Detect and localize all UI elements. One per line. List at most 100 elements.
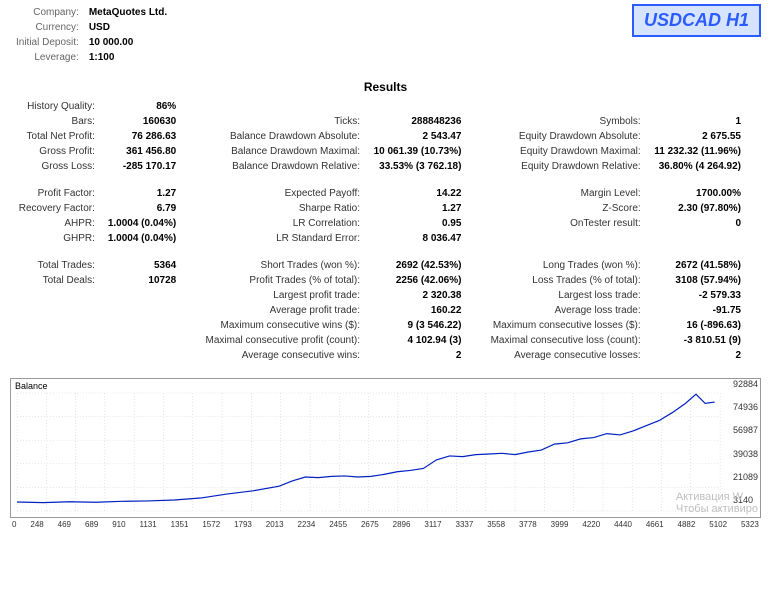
result-value: 6.79	[101, 202, 194, 215]
result-label: Expected Payoff:	[196, 187, 364, 200]
result-label: Maximal consecutive profit (count):	[196, 334, 364, 347]
watermark: Активация W Чтобы активиро	[676, 491, 758, 515]
x-tick: 3337	[456, 520, 474, 529]
result-label: Loss Trades (% of total):	[481, 274, 644, 287]
result-label: Total Trades:	[12, 259, 99, 272]
result-value: 2	[647, 349, 759, 362]
x-tick: 0	[12, 520, 16, 529]
result-label: Maximum consecutive wins ($):	[196, 319, 364, 332]
x-tick: 3778	[519, 520, 537, 529]
x-tick: 469	[58, 520, 71, 529]
result-value: -285 170.17	[101, 160, 194, 173]
x-tick: 5323	[741, 520, 759, 529]
result-value	[647, 100, 759, 113]
result-label: Gross Profit:	[12, 145, 99, 158]
result-value	[101, 289, 194, 302]
result-value: 2 675.55	[647, 130, 759, 143]
result-label: Ticks:	[196, 115, 364, 128]
result-value	[366, 100, 479, 113]
chart-x-labels: 0248469689910113113511572179320132234245…	[10, 518, 761, 529]
result-label	[196, 100, 364, 113]
result-label: Maximal consecutive loss (count):	[481, 334, 644, 347]
y-tick: 56987	[733, 425, 758, 435]
result-value: 0	[647, 217, 759, 230]
result-value: 0.95	[366, 217, 479, 230]
x-tick: 248	[30, 520, 43, 529]
result-label: Long Trades (won %):	[481, 259, 644, 272]
company-label: Company:	[12, 6, 83, 19]
result-label: Average loss trade:	[481, 304, 644, 317]
result-value: 76 286.63	[101, 130, 194, 143]
result-value: -2 579.33	[647, 289, 759, 302]
leverage-value: 1:100	[85, 51, 171, 64]
result-label: Z-Score:	[481, 202, 644, 215]
result-value: 4 102.94 (3)	[366, 334, 479, 347]
result-label: Average consecutive wins:	[196, 349, 364, 362]
result-label: Equity Drawdown Maximal:	[481, 145, 644, 158]
result-value: 2 320.38	[366, 289, 479, 302]
result-label: Balance Drawdown Maximal:	[196, 145, 364, 158]
result-label: Largest loss trade:	[481, 289, 644, 302]
y-tick: 74936	[733, 402, 758, 412]
result-label	[12, 319, 99, 332]
result-label: Balance Drawdown Relative:	[196, 160, 364, 173]
x-tick: 2675	[361, 520, 379, 529]
result-value: 10728	[101, 274, 194, 287]
result-label: Total Deals:	[12, 274, 99, 287]
x-tick: 3999	[551, 520, 569, 529]
symbol-badge: USDCAD H1	[632, 4, 761, 37]
result-label: Sharpe Ratio:	[196, 202, 364, 215]
result-value: 160.22	[366, 304, 479, 317]
result-label: Margin Level:	[481, 187, 644, 200]
result-label: GHPR:	[12, 232, 99, 245]
x-tick: 1131	[140, 520, 157, 529]
result-value: 1.0004 (0.04%)	[101, 232, 194, 245]
result-label: LR Correlation:	[196, 217, 364, 230]
result-value: 2.30 (97.80%)	[647, 202, 759, 215]
result-label: Short Trades (won %):	[196, 259, 364, 272]
result-label	[12, 349, 99, 362]
result-value: 14.22	[366, 187, 479, 200]
result-value: 2256 (42.06%)	[366, 274, 479, 287]
chart-y-labels: 92884749365698739038210893140	[733, 379, 758, 505]
result-value: 1.27	[366, 202, 479, 215]
result-label: Equity Drawdown Absolute:	[481, 130, 644, 143]
result-label: Average consecutive losses:	[481, 349, 644, 362]
result-value	[101, 319, 194, 332]
result-value: 361 456.80	[101, 145, 194, 158]
x-tick: 1572	[202, 520, 220, 529]
result-value: 288848236	[366, 115, 479, 128]
result-label: Total Net Profit:	[12, 130, 99, 143]
results-title: Results	[10, 80, 761, 94]
result-value: -3 810.51 (9)	[647, 334, 759, 347]
result-label	[481, 100, 644, 113]
result-value: 5364	[101, 259, 194, 272]
result-label: Profit Trades (% of total):	[196, 274, 364, 287]
deposit-value: 10 000.00	[85, 36, 171, 49]
x-tick: 689	[85, 520, 98, 529]
result-label	[12, 304, 99, 317]
x-tick: 2234	[298, 520, 316, 529]
result-label: Balance Drawdown Absolute:	[196, 130, 364, 143]
result-value: 160630	[101, 115, 194, 128]
company-value: MetaQuotes Ltd.	[85, 6, 171, 19]
result-value	[101, 334, 194, 347]
results-table: History Quality:86%Bars:160630Ticks:2888…	[10, 98, 761, 364]
result-value: -91.75	[647, 304, 759, 317]
result-label: OnTester result:	[481, 217, 644, 230]
result-value: 1	[647, 115, 759, 128]
x-tick: 2013	[266, 520, 284, 529]
currency-label: Currency:	[12, 21, 83, 34]
x-tick: 4220	[582, 520, 600, 529]
result-label: Equity Drawdown Relative:	[481, 160, 644, 173]
result-label: Maximum consecutive losses ($):	[481, 319, 644, 332]
result-value: 10 061.39 (10.73%)	[366, 145, 479, 158]
result-value	[101, 349, 194, 362]
result-label: Largest profit trade:	[196, 289, 364, 302]
watermark-line2: Чтобы активиро	[676, 503, 758, 515]
result-value	[101, 304, 194, 317]
result-value	[647, 232, 759, 245]
leverage-label: Leverage:	[12, 51, 83, 64]
result-value: 36.80% (4 264.92)	[647, 160, 759, 173]
y-tick: 92884	[733, 379, 758, 389]
